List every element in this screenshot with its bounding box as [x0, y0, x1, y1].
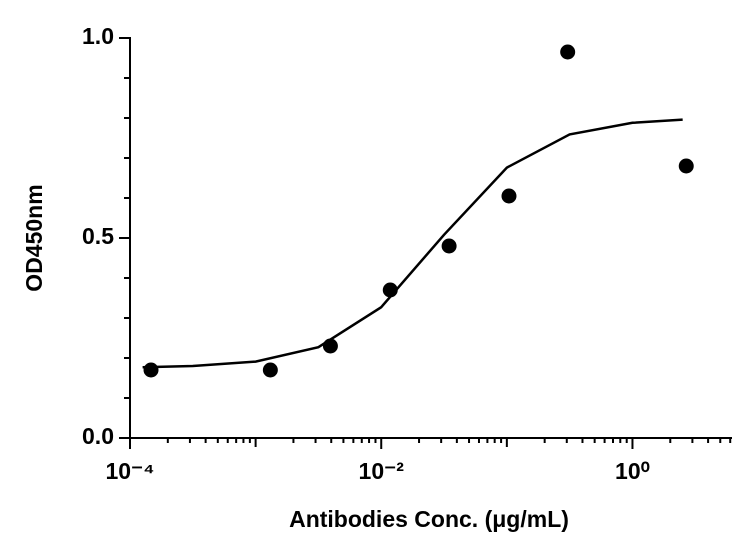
x-axis-title: Antibodies Conc. (μg/mL) [289, 506, 569, 532]
x-tick-label: 10⁻⁴ [105, 458, 154, 484]
data-point [441, 238, 457, 254]
data-point [501, 188, 517, 204]
y-axis-title: OD450nm [21, 184, 47, 291]
data-point [560, 44, 576, 60]
y-tick-label: 1.0 [82, 23, 114, 49]
fit-curve [142, 118, 683, 369]
x-tick-label: 10⁻² [359, 458, 405, 484]
x-tick-label: 10⁰ [615, 458, 650, 484]
data-point [382, 282, 398, 298]
data-point [262, 362, 278, 378]
y-tick-label: 0.5 [82, 223, 114, 249]
data-point [143, 362, 159, 378]
data-point [322, 338, 338, 354]
y-tick-label: 0.0 [82, 423, 114, 449]
data-point [678, 158, 694, 174]
